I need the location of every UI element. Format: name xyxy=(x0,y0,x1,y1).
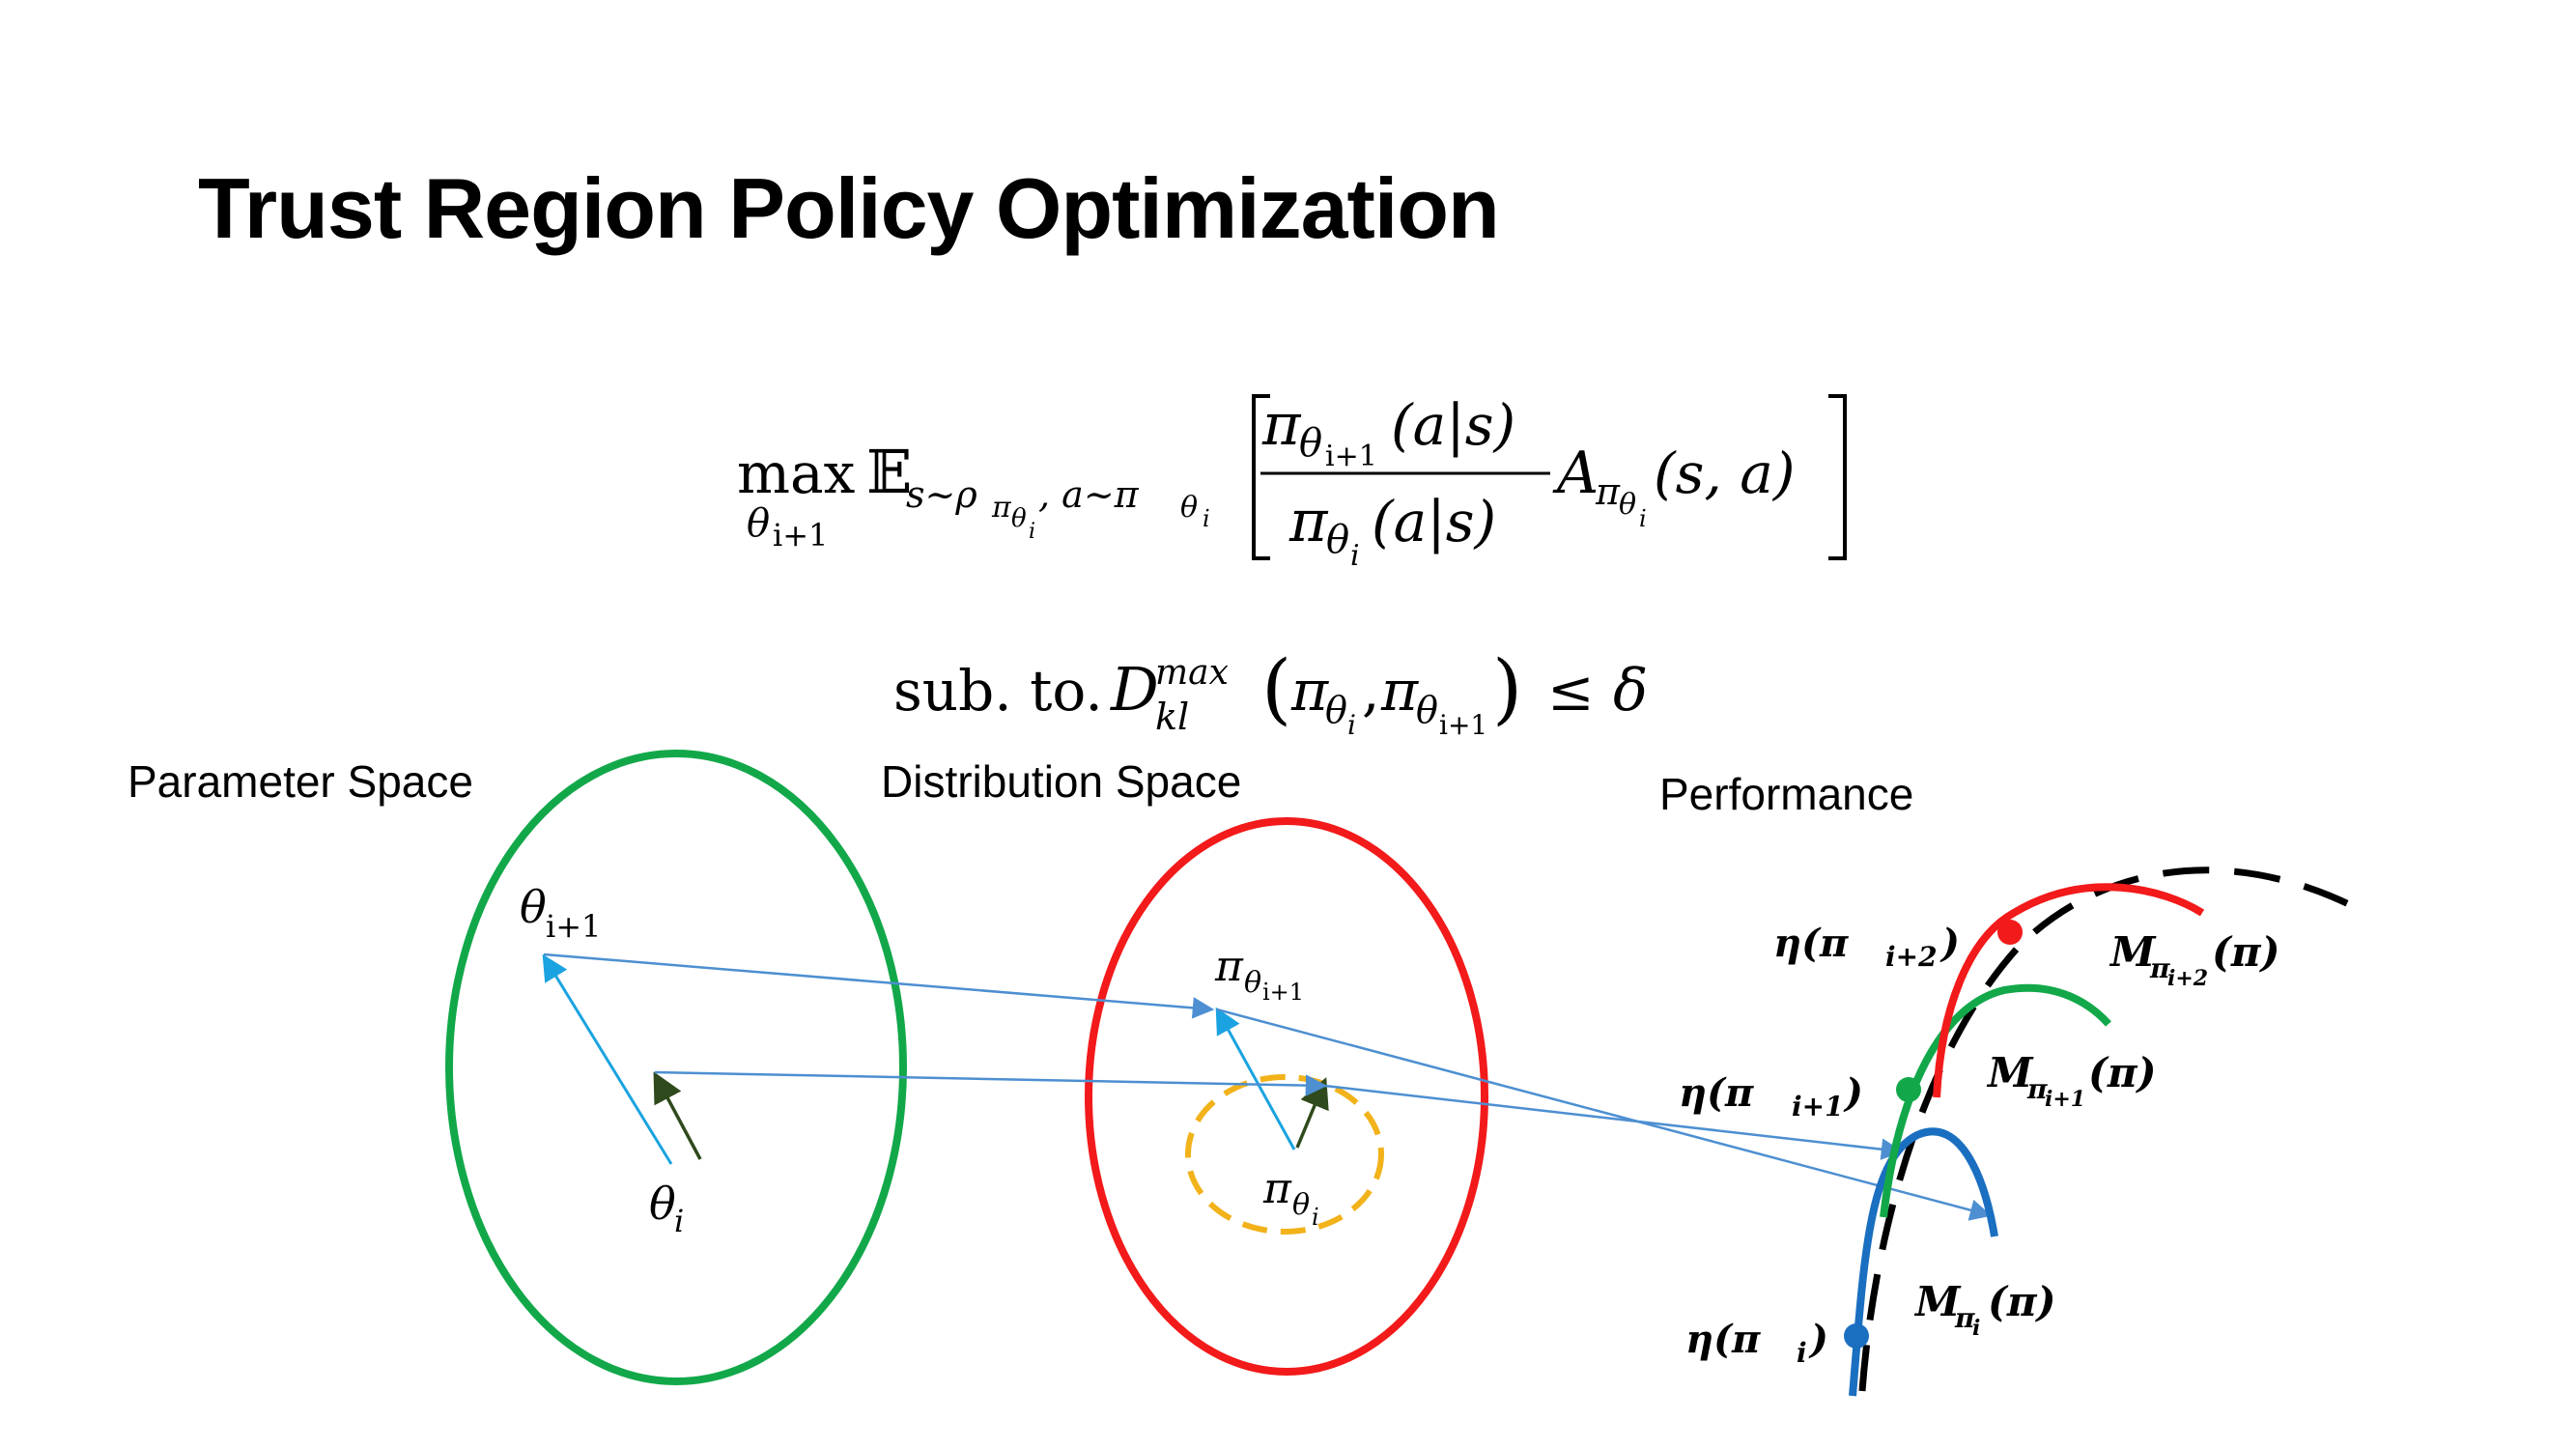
dist-small-step-arrow xyxy=(1295,1077,1329,1149)
M-i-index: i xyxy=(1972,1316,1980,1341)
eta-i2-index: i+2 xyxy=(1885,941,1938,973)
distribution-space-ellipse xyxy=(1085,817,1488,1376)
pi-next-theta: θ xyxy=(1244,966,1261,1000)
delta-symbol: δ xyxy=(1613,657,1648,724)
expectation-sub-pi: π xyxy=(991,491,1012,525)
advantage-arg: (s, a) xyxy=(1654,440,1795,506)
numerator-pi: π xyxy=(1261,391,1302,459)
surrogate-Mi1-curve xyxy=(1880,983,2111,1218)
parameter-space-label: Parameter Space xyxy=(127,756,473,807)
numerator-theta: θ xyxy=(1299,421,1322,466)
map-pi-i-arrow xyxy=(1324,1084,1904,1160)
eta-i1-label: η(π xyxy=(1679,1070,1754,1116)
M-i2-index: i+2 xyxy=(2167,966,2208,991)
M-i2-pi: π xyxy=(2149,952,2170,984)
advantage-A: A xyxy=(1552,440,1599,507)
constraint-pi1: π xyxy=(1290,658,1329,724)
divergence-sub: kl xyxy=(1155,696,1189,738)
expectation-sub-s: s~ρ xyxy=(906,473,977,516)
divergence-sup: max xyxy=(1155,653,1229,693)
expectation-sub-index: i xyxy=(1029,520,1035,544)
theta-i-label: θ xyxy=(649,1178,676,1230)
dist-step-arrow xyxy=(1215,1007,1296,1151)
expectation-sub-theta: θ xyxy=(1011,504,1027,533)
expectation-sub-theta2: θ xyxy=(1180,491,1198,525)
eta-pi-i-point xyxy=(1844,1323,1869,1349)
denominator-theta: θ xyxy=(1326,518,1349,562)
constraint-close-paren: ) xyxy=(1492,643,1522,733)
M-i-pi: π xyxy=(1954,1302,1975,1334)
right-bracket xyxy=(1828,394,1847,560)
theta-next-label: θ xyxy=(520,881,547,933)
theta-i-index: i xyxy=(674,1203,684,1239)
constraint-theta1: θ xyxy=(1325,689,1347,731)
expectation-sub-a: , a~π xyxy=(1038,473,1140,516)
trust-region-circle xyxy=(1185,1074,1384,1235)
expectation-symbol: 𝔼 xyxy=(866,437,912,507)
param-step-arrow xyxy=(542,953,673,1165)
pi-i-index: i xyxy=(1312,1204,1319,1231)
advantage-theta: θ xyxy=(1619,488,1636,522)
constraint-comma: , xyxy=(1362,658,1379,724)
advantage-index: i xyxy=(1639,505,1647,532)
denominator-index: i xyxy=(1350,539,1360,573)
eta-i-label: η(π xyxy=(1685,1317,1761,1362)
pi-i-label: π xyxy=(1262,1164,1292,1213)
subto-label: sub. to. xyxy=(893,658,1103,724)
max-subscript-theta: θ xyxy=(747,501,770,546)
pi-i-theta: θ xyxy=(1292,1188,1310,1222)
constraint-index1: i xyxy=(1347,709,1356,741)
expectation-sub-index2: i xyxy=(1203,505,1210,532)
advantage-pi: π xyxy=(1595,470,1621,513)
M-i-label: M xyxy=(1913,1278,1962,1325)
parameter-space-ellipse xyxy=(445,750,907,1385)
theta-next-index: i+1 xyxy=(546,908,601,945)
distribution-space-label: Distribution Space xyxy=(881,756,1241,807)
constraint-open-paren: ( xyxy=(1261,643,1291,733)
objective-formula: max θ i+1 𝔼 s~ρ π θ i , a~π θ i π θ i+1 … xyxy=(737,391,1847,573)
eta-i1-close: ) xyxy=(1843,1070,1863,1116)
constraint-pi2: π xyxy=(1380,658,1419,724)
surrogate-Mi-curve xyxy=(1849,1127,1998,1397)
M-i2-label: M xyxy=(2109,928,2157,976)
slide-title: Trust Region Policy Optimization xyxy=(198,160,1500,256)
M-i1-label: M xyxy=(1986,1049,2034,1096)
M-i2-arg: (π) xyxy=(2212,928,2280,976)
numerator-arg: (a|s) xyxy=(1391,392,1515,458)
numerator-index: i+1 xyxy=(1325,440,1377,473)
M-i1-arg: (π) xyxy=(2088,1049,2157,1096)
performance-label: Performance xyxy=(1659,769,1913,819)
max-subscript-index: i+1 xyxy=(773,517,828,554)
divergence-D: D xyxy=(1110,654,1159,724)
pi-next-label: π xyxy=(1214,942,1244,991)
eta-i2-close: ) xyxy=(1939,921,1960,966)
denominator-arg: (a|s) xyxy=(1372,489,1496,554)
left-bracket xyxy=(1252,394,1270,560)
leq-symbol: ≤ xyxy=(1547,658,1595,724)
param-small-step-arrow xyxy=(653,1071,702,1160)
map-pi-next-arrow xyxy=(1216,1008,1993,1221)
eta-i1-index: i+1 xyxy=(1792,1091,1844,1122)
true-performance-curve xyxy=(1858,867,2359,1392)
M-i1-pi: π xyxy=(2026,1073,2048,1105)
max-operator: max xyxy=(737,440,855,506)
map-theta-next-arrow xyxy=(543,952,1215,1019)
eta-i-index: i xyxy=(1797,1337,1807,1369)
eta-pi-i2-point xyxy=(1997,920,2023,945)
constraint-theta2: θ xyxy=(1416,689,1438,731)
eta-pi-i1-point xyxy=(1896,1077,1921,1102)
denominator-pi: π xyxy=(1288,488,1329,555)
M-i-arg: (π) xyxy=(1988,1278,2056,1325)
surrogate-Mi2-curve xyxy=(1933,883,2205,1098)
constraint-index2: i+1 xyxy=(1439,709,1487,741)
eta-i2-label: η(π xyxy=(1773,921,1849,966)
pi-next-index: i+1 xyxy=(1262,979,1304,1006)
eta-i-close: ) xyxy=(1808,1317,1828,1362)
constraint-formula: sub. to. D max kl ( π θ i , π θ i+1 ) ≤ … xyxy=(893,643,1648,741)
M-i1-index: i+1 xyxy=(2045,1087,2085,1112)
map-theta-i-arrow xyxy=(654,1070,1328,1096)
